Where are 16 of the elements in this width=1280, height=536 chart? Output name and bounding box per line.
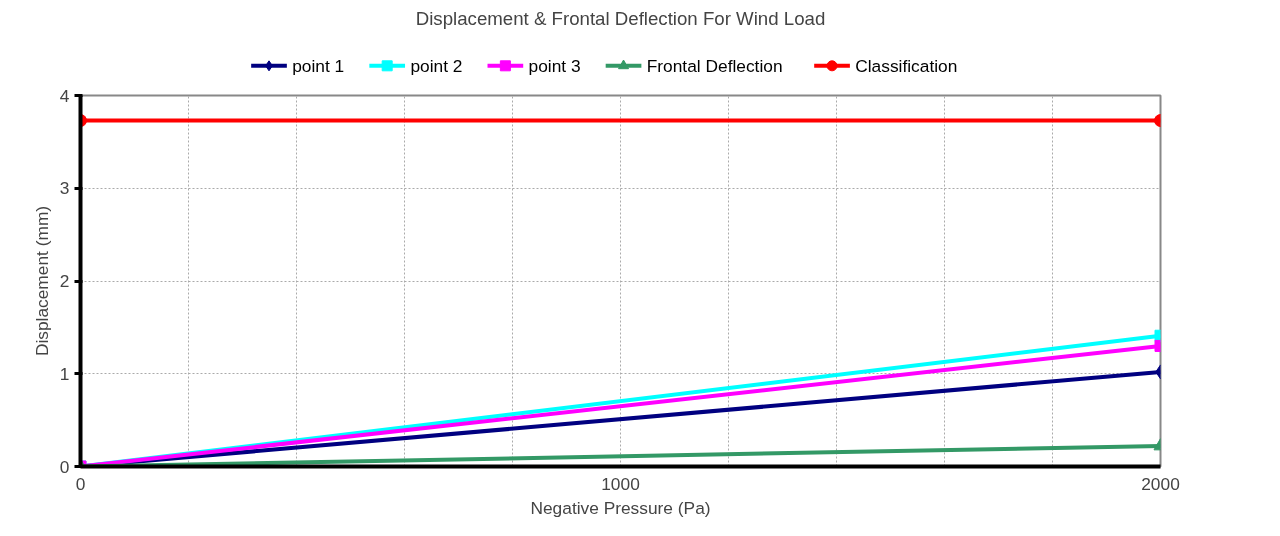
y-tick-label: 3	[59, 178, 70, 199]
x-tick-label: 2000	[1141, 473, 1180, 494]
legend-label: Classification	[855, 55, 958, 76]
x-tick-label: 1000	[601, 473, 640, 494]
y-tick-label: 0	[59, 456, 70, 477]
legend-label: point 3	[528, 55, 581, 76]
y-axis-title: Displacement (mm)	[31, 205, 52, 357]
x-tick-label: 0	[75, 473, 86, 494]
legend-label: point 1	[292, 55, 345, 76]
y-tick-label: 2	[59, 271, 70, 291]
x-axis-title: Negative Pressure (Pa)	[530, 497, 711, 518]
y-tick-label: 4	[59, 85, 70, 106]
legend-label: Frontal Deflection	[646, 55, 783, 76]
chart-title: Displacement & Frontal Deflection For Wind Load	[415, 7, 826, 29]
y-tick-label: 1	[59, 363, 70, 384]
legend-label: point 2	[410, 55, 463, 76]
